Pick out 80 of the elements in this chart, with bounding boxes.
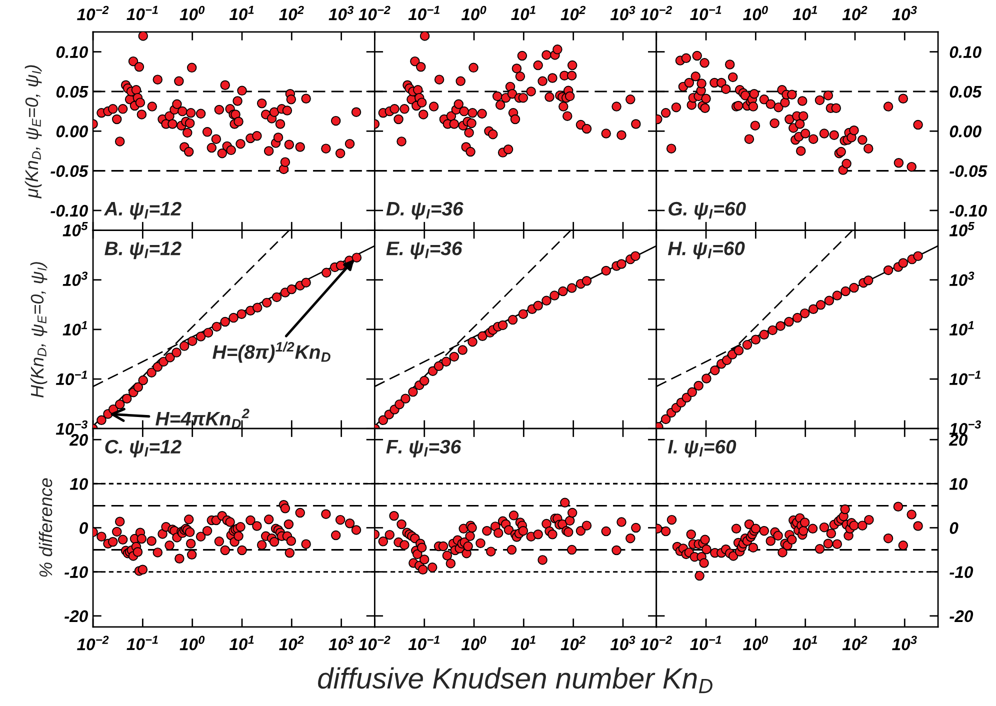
- y-tick-label: 0: [950, 522, 958, 534]
- y-tick-label: 10$^{5}$: [62, 222, 88, 236]
- x-tick-label: 10$^{0}$: [743, 6, 768, 20]
- x-tick-label: 10$^{0}$: [461, 6, 486, 20]
- y-tick-label: 10$^{−1}$: [56, 370, 88, 386]
- annotation: D. ψ$_{I}$=36: [386, 202, 464, 220]
- annotation: E. ψ$_{I}$=36: [386, 241, 462, 260]
- annotation: F. ψ$_{I}$=36: [386, 440, 462, 458]
- x-tick-label: 10$^{1}$: [229, 636, 254, 650]
- y-axis-title: μ(Kn$_{D}$, ψ$_{E}$=0, ψ$_{I}$): [24, 65, 42, 199]
- annotation: B. ψ$_{I}$=12: [104, 241, 182, 260]
- y-tick-label: 10: [70, 478, 88, 490]
- y-tick-label: 0.10: [950, 46, 982, 58]
- x-tick-label: 10$^{0}$: [180, 6, 205, 20]
- y-tick-label: -20: [64, 610, 88, 622]
- x-tick-label: 10$^{−1}$: [690, 6, 722, 20]
- x-tick-label: 10$^{−1}$: [126, 636, 158, 650]
- y-tick-label: 10$^{−1}$: [949, 370, 981, 386]
- x-tick-label: 10$^{−2}$: [358, 636, 390, 650]
- x-tick-label: 10$^{3}$: [328, 636, 354, 650]
- x-tick-label: 10$^{3}$: [610, 6, 636, 20]
- x-tick-label: 10$^{−1}$: [126, 6, 158, 20]
- annotation: C. ψ$_{I}$=12: [105, 440, 182, 458]
- y-tick-label: 10$^{−3}$: [56, 420, 88, 435]
- annotation: H. ψ$_{I}$=60: [668, 241, 745, 260]
- annotation: I. ψ$_{I}$=60: [668, 440, 736, 458]
- y-tick-label: -0.05: [50, 165, 88, 178]
- x-tick-label: 10$^{−2}$: [640, 6, 672, 20]
- y-tick-label: 0.00: [950, 126, 982, 138]
- y-tick-label: 10$^{3}$: [949, 272, 974, 286]
- y-axis-title: % difference: [38, 478, 52, 577]
- x-axis-title: diffusive Knudsen number Kn$_{D}$: [318, 667, 712, 694]
- x-tick-label: 10$^{3}$: [892, 636, 917, 650]
- x-tick-label: 10$^{0}$: [180, 636, 205, 650]
- y-tick-label: 0.05: [56, 86, 88, 98]
- y-tick-label: 10$^{1}$: [949, 321, 974, 336]
- x-tick-label: 10$^{2}$: [842, 636, 868, 650]
- x-tick-label: 10$^{2}$: [560, 636, 586, 650]
- y-tick-label: 10$^{−3}$: [949, 420, 982, 435]
- y-tick-label: 0.00: [56, 126, 88, 138]
- y-axis-title: H(Kn$_{D}$, ψ$_{E}$=0, ψ$_{I}$): [30, 262, 48, 398]
- x-tick-label: 10$^{−2}$: [640, 636, 672, 650]
- x-tick-label: 10$^{3}$: [610, 636, 636, 650]
- y-tick-label: 10: [949, 478, 968, 490]
- x-tick-label: 10$^{−1}$: [408, 636, 440, 650]
- y-tick-label: -20: [950, 610, 974, 622]
- x-tick-label: 10$^{3}$: [892, 6, 917, 20]
- x-tick-label: 10$^{2}$: [560, 6, 586, 20]
- x-tick-label: 10$^{−1}$: [690, 636, 722, 650]
- x-tick-label: 10$^{2}$: [842, 6, 868, 20]
- y-tick-label: 10$^{1}$: [62, 321, 88, 336]
- y-tick-label: -10: [950, 566, 974, 578]
- x-tick-label: 10$^{1}$: [511, 6, 536, 20]
- y-tick-label: 0.10: [56, 46, 88, 58]
- x-tick-label: 10$^{1}$: [792, 636, 818, 650]
- x-tick-label: 10$^{−2}$: [77, 6, 109, 20]
- annotation: G. ψ$_{I}$=60: [668, 202, 746, 220]
- annotation: H=(8π)$^{1/2}$Kn$_{D}$: [212, 342, 330, 363]
- y-tick-label: 10$^{3}$: [62, 272, 88, 286]
- y-tick-label: 10$^{5}$: [949, 222, 974, 236]
- x-tick-label: 10$^{−1}$: [408, 6, 440, 20]
- annotation: A. ψ$_{I}$=12: [104, 202, 182, 220]
- x-tick-label: 10$^{3}$: [328, 6, 354, 20]
- y-tick-label: -10: [64, 566, 88, 578]
- x-tick-label: 10$^{2}$: [279, 636, 304, 650]
- y-tick-label: 0.05: [950, 86, 982, 98]
- x-tick-label: 10$^{−2}$: [77, 636, 109, 650]
- y-tick-label: -0.10: [950, 204, 987, 217]
- x-tick-label: 10$^{2}$: [279, 6, 304, 20]
- y-tick-label: 20: [69, 434, 88, 446]
- y-tick-label: 0: [80, 522, 88, 534]
- x-tick-label: 10$^{−2}$: [358, 6, 390, 20]
- x-tick-label: 10$^{0}$: [461, 636, 486, 650]
- y-tick-label: -0.10: [50, 204, 88, 217]
- x-tick-label: 10$^{0}$: [743, 636, 768, 650]
- y-tick-label: -0.05: [950, 165, 988, 178]
- x-tick-label: 10$^{1}$: [792, 6, 818, 20]
- x-tick-label: 10$^{1}$: [511, 636, 536, 650]
- y-tick-label: 20: [948, 434, 968, 446]
- x-tick-label: 10$^{1}$: [229, 6, 254, 20]
